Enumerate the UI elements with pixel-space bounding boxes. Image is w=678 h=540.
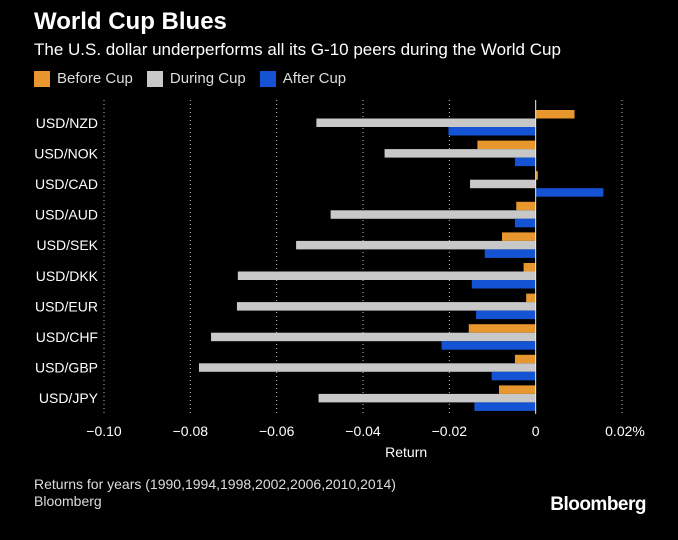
- legend-label-during: During Cup: [169, 70, 246, 87]
- footnote: Returns for years (1990,1994,1998,2002,2…: [34, 476, 396, 510]
- bar-after-usd-chf: [441, 341, 536, 350]
- bar-during-usd-eur: [236, 302, 536, 311]
- category-label-usd-jpy: USD/JPY: [39, 390, 99, 406]
- bar-before-usd-nok: [477, 140, 536, 150]
- legend-label-before: Before Cup: [57, 70, 133, 87]
- bar-during-usd-nzd: [316, 118, 536, 127]
- bar-during-usd-dkk: [237, 271, 536, 280]
- x-tick-label-5: 0: [532, 423, 540, 439]
- bar-after-usd-nzd: [448, 127, 536, 136]
- bar-before-usd-jpy: [498, 385, 536, 394]
- legend-item-before: Before Cup: [34, 70, 133, 87]
- x-tick-label-1: −0.08: [173, 423, 209, 439]
- legend: Before Cup During Cup After Cup: [34, 70, 360, 87]
- bar-during-usd-chf: [211, 332, 536, 342]
- bar-before-usd-sek: [501, 232, 536, 241]
- bar-after-usd-eur: [476, 310, 536, 320]
- bar-after-usd-jpy: [474, 402, 536, 411]
- bar-before-usd-eur: [526, 293, 536, 303]
- category-label-usd-cad: USD/CAD: [35, 176, 98, 192]
- legend-label-after: After Cup: [282, 70, 347, 87]
- bar-during-usd-aud: [330, 210, 536, 219]
- x-tick-label-2: −0.06: [259, 423, 295, 439]
- category-label-usd-nzd: USD/NZD: [36, 115, 98, 131]
- chart-title: World Cup Blues: [34, 8, 227, 35]
- category-label-usd-aud: USD/AUD: [35, 207, 98, 223]
- bar-before-usd-gbp: [514, 354, 536, 364]
- category-label-usd-sek: USD/SEK: [37, 237, 99, 253]
- bloomberg-logo: Bloomberg: [550, 494, 646, 515]
- bar-during-usd-sek: [296, 240, 536, 250]
- x-tick-label-0: −0.10: [86, 423, 122, 439]
- legend-swatch-before: [34, 70, 50, 87]
- chart-subtitle: The U.S. dollar underperforms all its G-…: [34, 40, 561, 59]
- legend-swatch-during: [146, 70, 163, 87]
- legend-item-after: After Cup: [259, 70, 347, 87]
- category-label-usd-chf: USD/CHF: [36, 329, 98, 345]
- category-label-usd-eur: USD/EUR: [35, 298, 98, 314]
- bar-after-usd-sek: [484, 249, 536, 258]
- bar-after-usd-nok: [514, 157, 536, 167]
- x-tick-label-4: −0.02: [432, 423, 468, 439]
- bar-during-usd-gbp: [198, 363, 536, 372]
- bar-before-usd-chf: [468, 324, 536, 333]
- legend-swatch-after: [259, 70, 276, 87]
- category-label-usd-nok: USD/NOK: [34, 145, 98, 161]
- legend-item-during: During Cup: [146, 70, 246, 87]
- x-axis-label: Return: [385, 444, 427, 460]
- footnote-source: Bloomberg: [34, 493, 102, 509]
- bar-after-usd-cad: [535, 188, 604, 197]
- bar-before-usd-nzd: [535, 110, 575, 119]
- bar-after-usd-dkk: [471, 280, 536, 289]
- x-tick-label-6: 0.02%: [605, 423, 645, 439]
- category-label-usd-dkk: USD/DKK: [36, 268, 99, 284]
- bar-after-usd-gbp: [491, 371, 536, 381]
- bar-before-usd-dkk: [523, 263, 536, 272]
- bar-before-usd-cad: [535, 171, 538, 180]
- bar-during-usd-nok: [384, 149, 536, 158]
- bar-during-usd-jpy: [318, 393, 536, 403]
- footnote-years: Returns for years (1990,1994,1998,2002,2…: [34, 476, 396, 492]
- bar-during-usd-cad: [470, 179, 536, 189]
- x-tick-label-3: −0.04: [345, 423, 381, 439]
- category-label-usd-gbp: USD/GBP: [35, 360, 98, 376]
- bar-after-usd-aud: [514, 218, 536, 228]
- bar-before-usd-aud: [516, 201, 536, 211]
